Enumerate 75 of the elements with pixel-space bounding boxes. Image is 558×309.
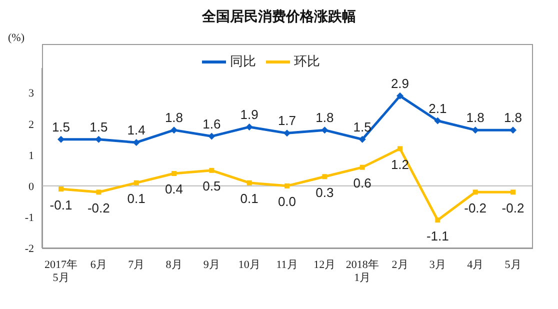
x-tick-label: 6月 <box>90 259 107 271</box>
x-tick-label: 8月 <box>166 259 182 271</box>
point <box>96 190 102 195</box>
point <box>322 174 328 180</box>
point <box>58 136 64 143</box>
point <box>321 126 328 134</box>
data-label: 2.1 <box>428 100 447 116</box>
x-tick-label: 4月 <box>467 259 484 271</box>
y-tick-label: -1 <box>24 212 34 224</box>
point <box>472 190 478 195</box>
point <box>172 171 176 176</box>
data-label: 1.9 <box>240 106 258 122</box>
chart-title: 全国居民消费价格涨跌幅 <box>201 8 357 26</box>
x-tick-label: 3月 <box>429 259 446 271</box>
x-tick-label: 12月 <box>314 259 336 271</box>
y-tick-label: 1 <box>28 150 34 162</box>
data-label: 1.8 <box>164 110 184 126</box>
point <box>170 126 178 134</box>
data-label: 1.5 <box>353 119 372 134</box>
data-label: 0.5 <box>202 178 221 194</box>
point <box>58 186 64 192</box>
data-label: 1.4 <box>127 122 146 138</box>
x-tick-label: 11月 <box>276 259 298 271</box>
point <box>396 92 404 100</box>
y-tick-label: -2 <box>24 242 34 255</box>
point <box>510 190 516 195</box>
point <box>358 136 366 143</box>
point <box>246 180 252 186</box>
legend-label: 环比 <box>294 53 320 68</box>
x-tick-label: 2月 <box>392 259 408 271</box>
point <box>435 218 440 223</box>
data-label: 1.5 <box>90 119 108 134</box>
data-label: 0.1 <box>127 191 146 206</box>
point <box>360 164 365 170</box>
x-tick-label: 5月 <box>504 259 522 271</box>
point <box>209 168 214 173</box>
x-tick-label: 2018年 1月 <box>346 259 379 284</box>
x-tick-label: 9月 <box>203 259 220 271</box>
point <box>398 146 402 152</box>
point <box>472 126 479 134</box>
data-label: 0.1 <box>240 191 258 206</box>
data-label: 1.8 <box>316 110 334 126</box>
y-axis-title: (%) <box>8 32 24 44</box>
y-tick-label: 2 <box>28 118 34 131</box>
data-label: -0.1 <box>50 197 72 212</box>
data-label: -0.2 <box>464 200 487 216</box>
data-label: 2.9 <box>390 76 410 91</box>
data-label: 0.6 <box>353 176 372 191</box>
x-tick-label: 7月 <box>128 259 145 271</box>
point <box>434 117 442 124</box>
data-label: -0.2 <box>502 200 524 216</box>
y-tick-label: 0 <box>28 180 34 193</box>
point <box>95 136 102 143</box>
data-label: 1.8 <box>466 110 484 126</box>
point <box>132 138 140 146</box>
data-label: 1.5 <box>52 119 70 134</box>
point <box>246 123 253 130</box>
data-label: -1.1 <box>426 228 449 244</box>
data-label: -0.2 <box>87 200 110 216</box>
data-label: 1.7 <box>278 113 296 128</box>
data-label: 1.8 <box>504 110 522 126</box>
point <box>208 132 216 140</box>
data-label: 0.0 <box>278 194 296 210</box>
y-tick-label: 3 <box>28 88 34 100</box>
data-label: 1.6 <box>202 116 221 132</box>
point <box>510 126 516 134</box>
data-label: 0.3 <box>316 184 334 200</box>
data-label: 1.2 <box>390 156 410 172</box>
legend-label: 同比 <box>230 53 256 68</box>
data-label: 0.4 <box>164 182 184 197</box>
point <box>284 130 290 137</box>
point <box>284 183 290 188</box>
x-tick-label: 2017年 5月 <box>44 259 78 284</box>
x-tick-label: 10月 <box>238 259 260 271</box>
point <box>134 180 139 186</box>
